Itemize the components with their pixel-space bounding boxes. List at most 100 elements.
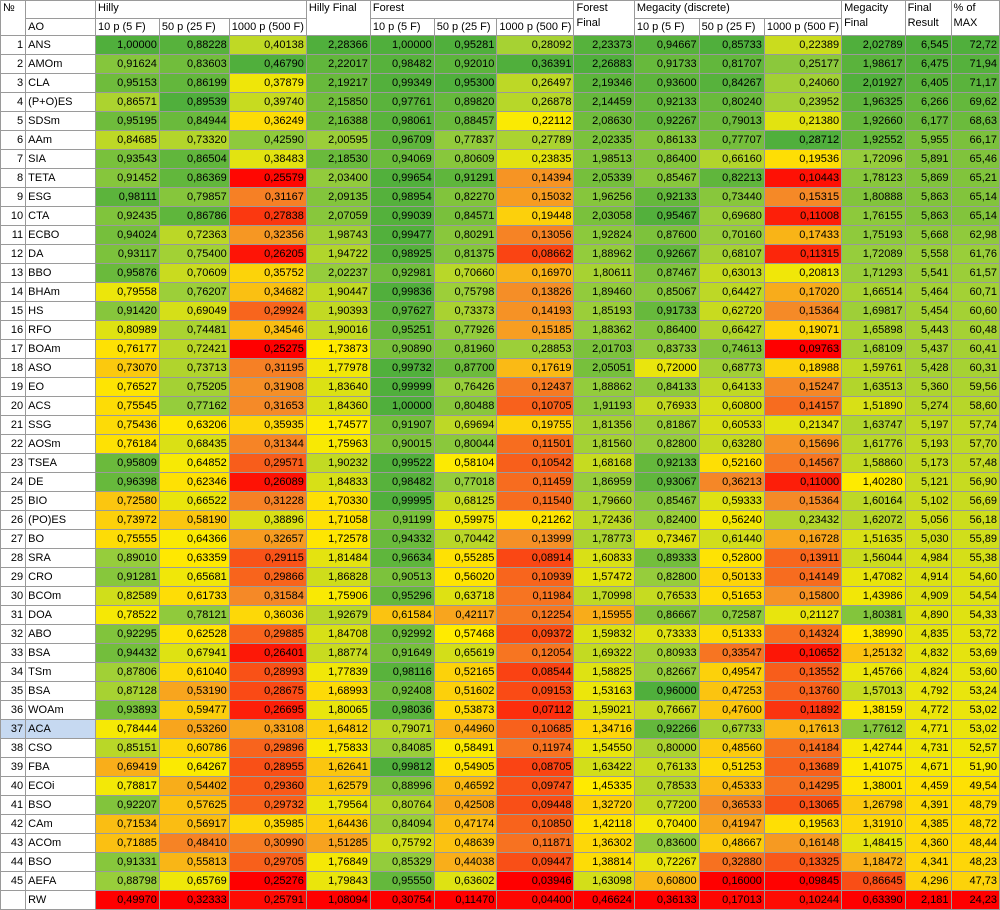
table-row[interactable]: 31 DOA 0,78522 0,78121 0,36036 1,92679 0,61584… bbox=[0, 605, 1000, 625]
table-row[interactable]: 9 ESG 0,98111 0,79857 0,31167 2,09135 0,98954 0… bbox=[0, 187, 1000, 207]
row-ao-name[interactable]: BCOm bbox=[25, 586, 97, 606]
cell-forest-final: 2,23373 bbox=[573, 35, 635, 55]
table-row[interactable]: 6 AAm 0,84685 0,73320 0,42590 2,00595 0,96709 0… bbox=[0, 130, 1000, 150]
row-ao-name[interactable]: ACOm bbox=[25, 833, 97, 853]
table-row[interactable]: 10 CTA 0,92435 0,86786 0,27838 2,07059 0,99039… bbox=[0, 206, 1000, 226]
table-row[interactable]: 41 BSO 0,92207 0,57625 0,29732 1,79564 0,80764… bbox=[0, 795, 1000, 815]
table-row[interactable]: 26 (PO)ES 0,73972 0,58190 0,38896 1,71058 0,91… bbox=[0, 510, 1000, 530]
table-row[interactable]: 18 ASO 0,73070 0,73713 0,31195 1,77978 0,99732… bbox=[0, 358, 1000, 378]
table-row[interactable]: 27 BO 0,75555 0,64366 0,32657 1,72578 0,94332 0… bbox=[0, 529, 1000, 549]
table-row[interactable]: 28 SRA 0,89010 0,63359 0,29115 1,81484 0,96634… bbox=[0, 548, 1000, 568]
table-row[interactable]: 40 ECOi 0,78817 0,54402 0,29360 1,62579 0,8899… bbox=[0, 776, 1000, 796]
row-ao-name[interactable]: ECOi bbox=[25, 776, 97, 796]
row-ao-name[interactable]: RFO bbox=[25, 320, 97, 340]
table-row[interactable]: 43 ACOm 0,71885 0,48410 0,30990 1,51285 0,7579… bbox=[0, 833, 1000, 853]
row-ao-name[interactable]: SSG bbox=[25, 415, 97, 435]
table-row[interactable]: 17 BOAm 0,76177 0,72421 0,25275 1,73873 0,9089… bbox=[0, 339, 1000, 359]
row-ao-name[interactable]: CRO bbox=[25, 567, 97, 587]
row-ao-name[interactable]: BSO bbox=[25, 795, 97, 815]
row-ao-name[interactable]: TSEA bbox=[25, 453, 97, 473]
row-ao-name[interactable]: AOSm bbox=[25, 434, 97, 454]
row-ao-name[interactable]: CLA bbox=[25, 73, 97, 93]
table-row[interactable]: 22 AOSm 0,76184 0,68435 0,31344 1,75963 0,9001… bbox=[0, 434, 1000, 454]
row-ao-name[interactable]: CAm bbox=[25, 814, 97, 834]
table-row[interactable]: 21 SSG 0,75436 0,63206 0,35935 1,74577 0,91907… bbox=[0, 415, 1000, 435]
table-row[interactable]: 44 BSO 0,91331 0,55813 0,29705 1,76849 0,85329… bbox=[0, 852, 1000, 872]
row-ao-name[interactable]: BBO bbox=[25, 263, 97, 283]
table-row[interactable]: 35 BSA 0,87128 0,53190 0,28675 1,68993 0,92408… bbox=[0, 681, 1000, 701]
table-row[interactable]: 12 DA 0,93117 0,75400 0,26205 1,94722 0,98925 0… bbox=[0, 244, 1000, 264]
row-ao-name[interactable]: BO bbox=[25, 529, 97, 549]
table-row[interactable]: 19 EO 0,76527 0,75205 0,31908 1,83640 0,99999 0… bbox=[0, 377, 1000, 397]
row-ao-name[interactable]: DA bbox=[25, 244, 97, 264]
row-ao-name[interactable]: RW bbox=[25, 890, 97, 910]
table-row[interactable]: 33 BSA 0,94432 0,67941 0,26401 1,88774 0,91649… bbox=[0, 643, 1000, 663]
row-ao-name[interactable]: CSO bbox=[25, 738, 97, 758]
table-row[interactable]: 25 BIO 0,72580 0,66522 0,31228 1,70330 0,99995… bbox=[0, 491, 1000, 511]
row-ao-name[interactable]: AEFA bbox=[25, 871, 97, 891]
row-ao-name[interactable]: BSA bbox=[25, 681, 97, 701]
cell-hilly-final: 1,62579 bbox=[305, 776, 371, 796]
row-ao-name[interactable]: TETA bbox=[25, 168, 97, 188]
cell-megacity-final: 1,71293 bbox=[841, 263, 906, 283]
row-ao-name[interactable]: ACA bbox=[25, 719, 97, 739]
table-row[interactable]: 14 BHAm 0,79558 0,76207 0,34682 1,90447 0,9983… bbox=[0, 282, 1000, 302]
table-row[interactable]: RW 0,49970 0,32333 0,25791 1,08094 0,30754 0,1… bbox=[0, 890, 1000, 910]
row-ao-name[interactable]: CTA bbox=[25, 206, 97, 226]
table-row[interactable]: 3 CLA 0,95153 0,86199 0,37879 2,19217 0,99349 0… bbox=[0, 73, 1000, 93]
table-row[interactable]: 16 RFO 0,80989 0,74481 0,34546 1,90016 0,95251… bbox=[0, 320, 1000, 340]
row-ao-name[interactable]: SRA bbox=[25, 548, 97, 568]
row-ao-name[interactable]: HS bbox=[25, 301, 97, 321]
table-row[interactable]: 20 ACS 0,75545 0,77162 0,31653 1,84360 1,00000… bbox=[0, 396, 1000, 416]
table-row[interactable]: 13 BBO 0,95876 0,70609 0,35752 2,02237 0,92981… bbox=[0, 263, 1000, 283]
row-ao-name[interactable]: AAm bbox=[25, 130, 97, 150]
row-ao-name[interactable]: ASO bbox=[25, 358, 97, 378]
cell-megacity-final: 1,72089 bbox=[841, 244, 906, 264]
row-ao-name[interactable]: DOA bbox=[25, 605, 97, 625]
row-ao-name[interactable]: BSA bbox=[25, 643, 97, 663]
table-row[interactable]: 34 TSm 0,87806 0,61040 0,28993 1,77839 0,98116… bbox=[0, 662, 1000, 682]
row-ao-name[interactable]: SIA bbox=[25, 149, 97, 169]
row-ao-name[interactable]: ANS bbox=[25, 35, 97, 55]
table-row[interactable]: 42 CAm 0,71534 0,56917 0,35985 1,64436 0,84094… bbox=[0, 814, 1000, 834]
row-ao-name[interactable]: ACS bbox=[25, 396, 97, 416]
row-ao-name[interactable]: TSm bbox=[25, 662, 97, 682]
row-ao-name[interactable]: FBA bbox=[25, 757, 97, 777]
row-ao-name[interactable]: (P+O)ES bbox=[25, 92, 97, 112]
row-ao-name[interactable]: ESG bbox=[25, 187, 97, 207]
row-ao-name[interactable]: SDSm bbox=[25, 111, 97, 131]
table-row[interactable]: 39 FBA 0,69419 0,64267 0,28955 1,62641 0,99812… bbox=[0, 757, 1000, 777]
table-row[interactable]: 11 ECBO 0,94024 0,72363 0,32356 1,98743 0,9947… bbox=[0, 225, 1000, 245]
table-row[interactable]: 15 HS 0,91420 0,69049 0,29924 1,90393 0,97627 0… bbox=[0, 301, 1000, 321]
cell-hilly-1000: 0,29866 bbox=[228, 567, 307, 587]
row-ao-name[interactable]: (PO)ES bbox=[25, 510, 97, 530]
table-row[interactable]: 30 BCOm 0,82589 0,61733 0,31584 1,75906 0,9529… bbox=[0, 586, 1000, 606]
table-row[interactable]: 5 SDSm 0,95195 0,84944 0,36249 2,16388 0,98061… bbox=[0, 111, 1000, 131]
row-ao-name[interactable]: DE bbox=[25, 472, 97, 492]
row-ao-name[interactable]: BHAm bbox=[25, 282, 97, 302]
cell-megacity-1000: 0,16148 bbox=[763, 833, 843, 853]
table-row[interactable]: 7 SIA 0,93543 0,86504 0,38483 2,18530 0,94069 0… bbox=[0, 149, 1000, 169]
row-ao-name[interactable]: AMOm bbox=[25, 54, 97, 74]
table-row[interactable]: 23 TSEA 0,95809 0,64852 0,29571 1,90232 0,9952… bbox=[0, 453, 1000, 473]
table-row[interactable]: 24 DE 0,96398 0,62346 0,26089 1,84833 0,98482 0… bbox=[0, 472, 1000, 492]
row-ao-name[interactable]: WOAm bbox=[25, 700, 97, 720]
row-ao-name[interactable]: ECBO bbox=[25, 225, 97, 245]
row-ao-name[interactable]: ABO bbox=[25, 624, 97, 644]
table-row[interactable]: 29 CRO 0,91281 0,65681 0,29866 1,86828 0,90513… bbox=[0, 567, 1000, 587]
table-row[interactable]: 2 AMOm 0,91624 0,83603 0,46790 2,22017 0,98482… bbox=[0, 54, 1000, 74]
row-ao-name[interactable]: BOAm bbox=[25, 339, 97, 359]
table-row[interactable]: 32 ABO 0,92295 0,62528 0,29885 1,84708 0,92992… bbox=[0, 624, 1000, 644]
table-row[interactable]: 36 WOAm 0,93893 0,59477 0,26695 1,80065 0,9803… bbox=[0, 700, 1000, 720]
table-row[interactable]: 45 AEFA 0,88798 0,65769 0,25276 1,79843 0,9555… bbox=[0, 871, 1000, 891]
table-row[interactable]: 38 CSO 0,85151 0,60786 0,29896 1,75833 0,84085… bbox=[0, 738, 1000, 758]
table-row[interactable]: 8 TETA 0,91452 0,86369 0,25579 2,03400 0,99654… bbox=[0, 168, 1000, 188]
row-ao-name[interactable]: BSO bbox=[25, 852, 97, 872]
table-row[interactable]: 1 ANS 1,00000 0,88228 0,40138 2,28366 1,00000 0… bbox=[0, 35, 1000, 55]
table-row[interactable]: 4 (P+O)ES 0,86571 0,89539 0,39740 2,15850 0,97… bbox=[0, 92, 1000, 112]
row-ao-name[interactable]: BIO bbox=[25, 491, 97, 511]
row-ao-name[interactable]: EO bbox=[25, 377, 97, 397]
cell-hilly-50: 0,73320 bbox=[158, 130, 230, 150]
table-row[interactable]: 37 ACA 0,78444 0,53260 0,33108 1,64812 0,79071… bbox=[0, 719, 1000, 739]
cell-megacity-50: 0,51653 bbox=[698, 586, 765, 606]
